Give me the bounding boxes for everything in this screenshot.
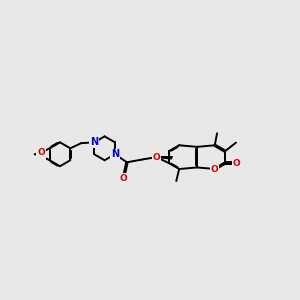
Text: O: O — [120, 173, 128, 182]
Text: N: N — [111, 149, 119, 159]
Text: O: O — [37, 152, 45, 160]
Text: O: O — [152, 153, 160, 162]
Text: O: O — [211, 164, 219, 173]
Text: O: O — [37, 148, 45, 157]
Text: O: O — [232, 159, 240, 168]
Text: N: N — [90, 137, 98, 147]
